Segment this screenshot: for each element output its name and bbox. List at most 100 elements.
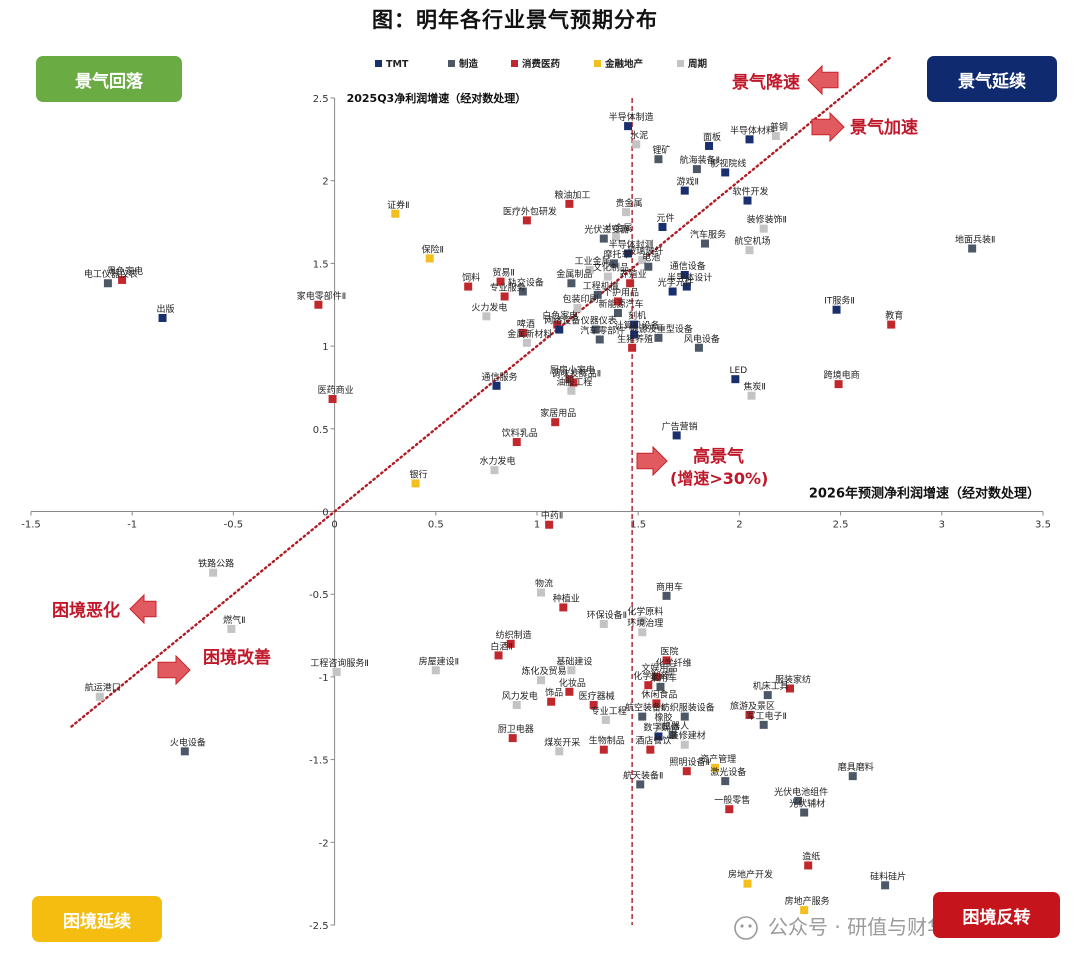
annotation-gao-jingqi: 高景气 (693, 446, 744, 467)
data-label: 广告营销 (662, 420, 698, 432)
legend-label: 制造 (459, 58, 479, 70)
data-point (595, 335, 604, 344)
data-point (522, 216, 531, 225)
annotation-jingqi-jiangsu: 景气降速 (732, 72, 800, 93)
data-point (599, 619, 608, 628)
data-label: 光伏辅材 (789, 798, 825, 810)
arrow-left-icon (807, 64, 839, 96)
data-label: 新能源汽车 (598, 298, 643, 310)
data-point (512, 701, 521, 710)
arrow-left-icon (129, 593, 157, 625)
data-point (559, 603, 568, 612)
data-point (680, 186, 689, 195)
y-axis-title: 2025Q3净利润增速（经对数处理） (347, 91, 527, 105)
quadrant-badge-bottom-left: 困境延续 (32, 896, 162, 942)
legend-marker (375, 60, 382, 67)
data-point (638, 256, 647, 265)
data-point (411, 479, 420, 488)
data-point (644, 262, 653, 271)
data-label: 地面兵装Ⅱ (955, 234, 995, 246)
data-point (506, 639, 515, 648)
legend-marker (448, 60, 455, 67)
data-label: 航运港口 (85, 682, 121, 694)
data-label: 贸易Ⅱ (492, 267, 514, 279)
data-label: 证券Ⅱ (387, 199, 409, 211)
data-label: 水力发电 (479, 455, 515, 467)
data-point (314, 300, 323, 309)
y-tick-label: 2.5 (313, 94, 329, 105)
data-point (464, 282, 473, 291)
data-point (508, 734, 517, 743)
data-point (613, 297, 622, 306)
data-label: 通信服务 (482, 371, 518, 383)
data-label: 航空装备Ⅱ (625, 702, 665, 714)
data-point (180, 747, 189, 756)
data-point (745, 135, 754, 144)
data-label: 黑色家电 (107, 265, 143, 277)
data-point (711, 763, 720, 772)
data-point (759, 224, 768, 233)
data-label: 影视院线 (710, 157, 746, 169)
data-label: 养殖业 (620, 268, 647, 280)
data-label: 能源及重型设备 (630, 323, 693, 335)
data-point (611, 232, 620, 241)
data-label: 家居用品 (540, 407, 576, 419)
data-label: 光伏逆变器 (584, 224, 629, 236)
data-point (492, 381, 501, 390)
data-label: 半导体设计 (667, 272, 712, 284)
data-point (545, 520, 554, 529)
data-label: 调味发酵品Ⅱ (552, 367, 601, 379)
data-point (585, 266, 594, 275)
data-label: 工程机械 (583, 280, 619, 292)
data-point (705, 141, 714, 150)
annotation-kunjing-ehua: 困境恶化 (52, 600, 120, 621)
data-label: 激光设备 (710, 766, 746, 778)
data-label: 粮油加工 (554, 189, 590, 201)
data-label: 保险Ⅱ (422, 243, 444, 255)
data-point (654, 155, 663, 164)
data-label: 服装家纺 (775, 673, 811, 685)
data-label: 商用车 (656, 581, 683, 593)
x-tick-label: -1 (127, 520, 137, 531)
data-label: 啤酒 (517, 318, 535, 330)
data-label: 医药商业 (318, 384, 354, 396)
data-label: 半导体材料 (730, 124, 775, 136)
data-point (518, 328, 527, 337)
data-label: 通信设备 (670, 260, 706, 272)
data-label: 机床工具 (753, 680, 789, 692)
data-point (638, 616, 647, 625)
data-label: 生猪养殖 (617, 333, 653, 345)
data-label: LED (730, 366, 748, 376)
data-label: 装修装饰Ⅱ (746, 214, 786, 226)
wechat-icon (734, 916, 758, 940)
data-point (628, 343, 637, 352)
data-point (680, 740, 689, 749)
annotation-gao-jingqi-sub: (增速>30%) (670, 469, 768, 488)
data-point (522, 338, 531, 347)
data-point (763, 691, 772, 700)
data-point (636, 780, 645, 789)
data-point (589, 701, 598, 710)
data-point (682, 767, 691, 776)
data-label: 汽车零部件 (580, 324, 625, 336)
data-label: 军工电子Ⅱ (746, 710, 786, 722)
data-label: 橡胶 (654, 712, 672, 724)
arrow-right-icon (636, 445, 668, 477)
data-point (518, 287, 527, 296)
data-label: 中药Ⅱ (541, 510, 563, 522)
arrow-right-icon (811, 111, 845, 143)
data-point (622, 208, 631, 217)
data-label: 旅游及景区 (730, 700, 775, 712)
x-tick-label: 3.5 (1035, 520, 1051, 531)
data-point (555, 325, 564, 334)
data-point (103, 279, 112, 288)
wechat-icon-dot (748, 924, 752, 928)
legend-label: 周期 (688, 58, 707, 70)
data-point (694, 343, 703, 352)
data-point (654, 333, 663, 342)
data-label: 房地产开发 (728, 869, 773, 881)
data-label: 化学制药 (633, 670, 669, 682)
data-point (328, 395, 337, 404)
data-label: 半导体封测 (609, 238, 654, 250)
data-label: 光学元件 (658, 277, 694, 289)
